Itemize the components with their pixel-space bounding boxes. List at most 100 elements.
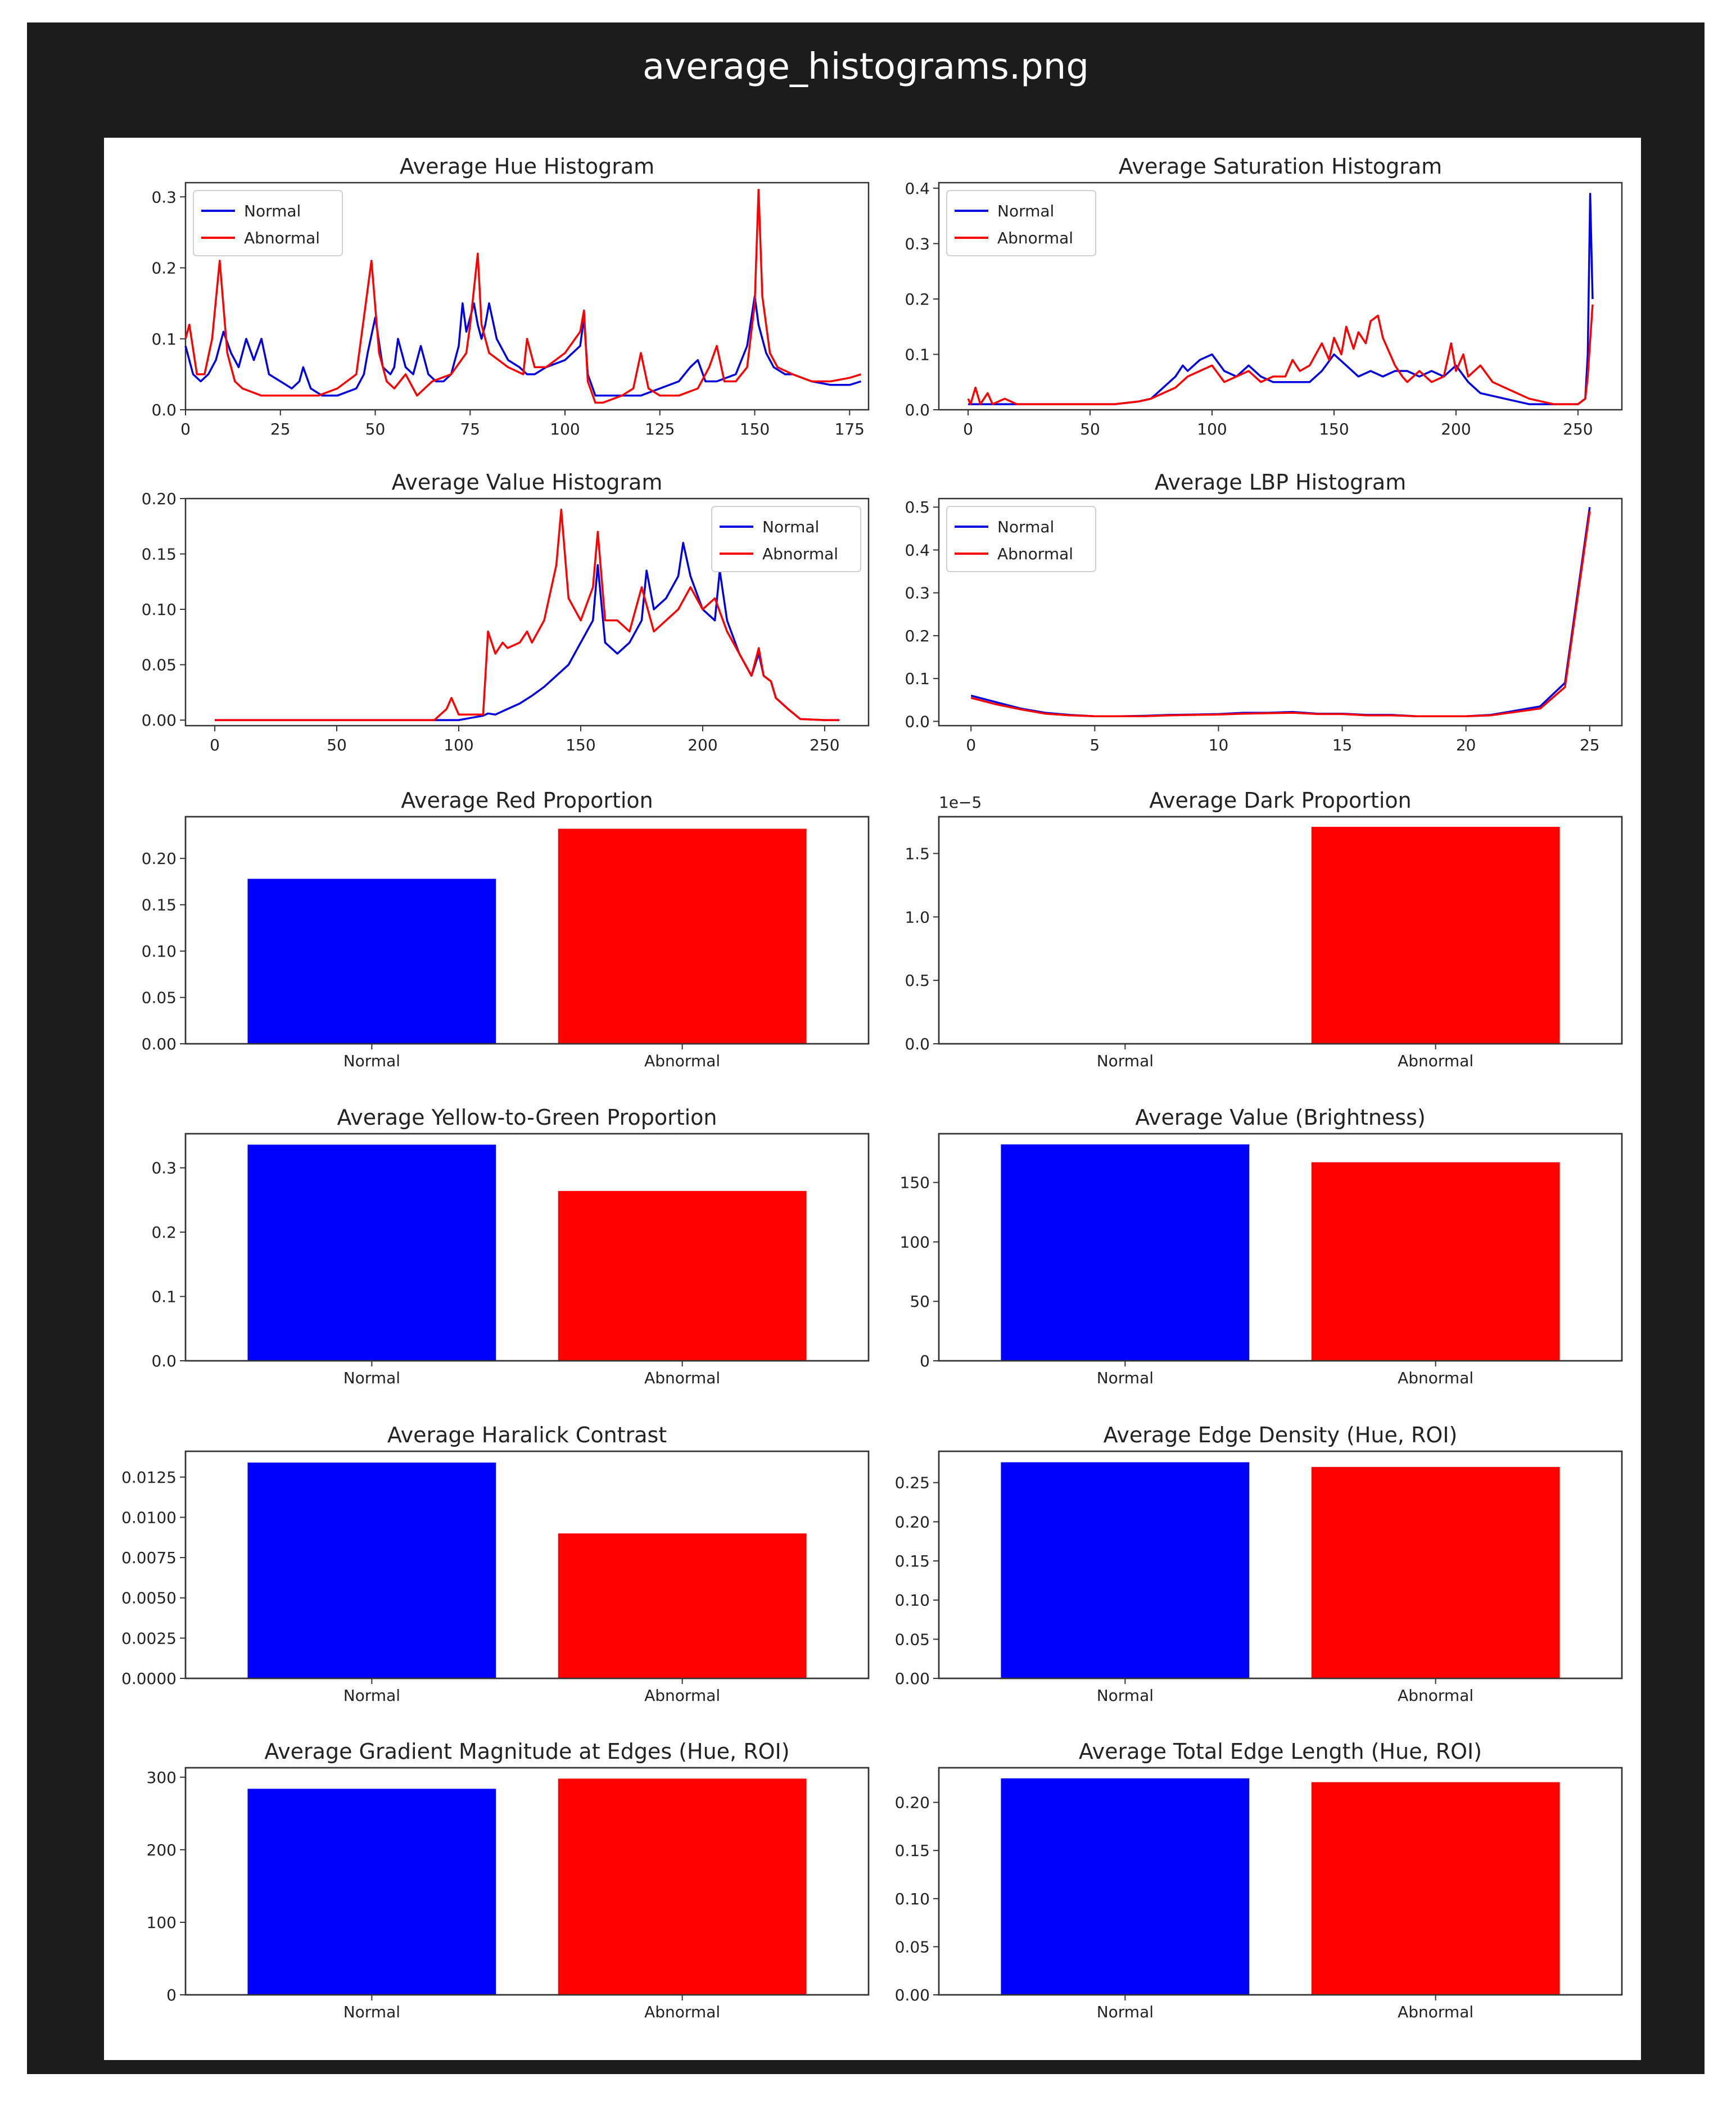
x-tick-label: 150 xyxy=(566,736,595,754)
y-tick-label: 0.0075 xyxy=(121,1549,177,1567)
x-tick-label: 150 xyxy=(740,420,770,438)
bar-normal xyxy=(247,1144,496,1361)
y-tick-label: 0.1 xyxy=(151,1288,177,1306)
legend: Normal Abnormal xyxy=(946,190,1096,256)
chart-6: Average Dark Proportion 0.0 0.5 1.0 1.5 1e−5 N… xyxy=(905,788,1623,1070)
chart-2: Average Saturation Histogram 0.0 0.1 0.2 0.3… xyxy=(905,154,1623,438)
bar-abnormal xyxy=(1311,1162,1560,1361)
y-tick-label: 0.20 xyxy=(142,490,177,508)
chart-title: Average Hue Histogram xyxy=(400,154,654,179)
series-line-normal xyxy=(968,192,1594,405)
bar-normal xyxy=(1001,1778,1250,1995)
x-tick-label: Abnormal xyxy=(644,2003,720,2021)
y-tick-label: 300 xyxy=(147,1768,177,1787)
x-tick-label: 0 xyxy=(210,736,220,754)
y-tick-label: 0.10 xyxy=(142,600,177,619)
x-tick-label: Abnormal xyxy=(644,1369,720,1387)
y-tick-label: 0.10 xyxy=(895,1591,930,1610)
y-tick-label: 0.0 xyxy=(151,401,177,419)
x-tick-label: 25 xyxy=(270,420,291,438)
axes-frame-overlay xyxy=(938,1767,1623,1996)
y-offset-label: 1e−5 xyxy=(939,793,982,812)
x-tick-label: 250 xyxy=(810,736,839,754)
x-tick-label: 125 xyxy=(645,420,675,438)
y-tick-label: 0.20 xyxy=(895,1794,930,1812)
x-tick-label: 0 xyxy=(966,736,976,754)
chart-title: Average Dark Proportion xyxy=(1149,788,1411,813)
legend-label-abnormal: Abnormal xyxy=(762,545,838,563)
y-tick-label: 0 xyxy=(166,1986,177,2004)
series-line-abnormal xyxy=(967,304,1594,405)
x-tick-label: 50 xyxy=(1080,420,1100,438)
y-tick-label: 0.0 xyxy=(905,1035,930,1053)
chart-1: Average Hue Histogram 0.0 0.1 0.2 0.3 0 25 50 75… xyxy=(151,154,870,438)
legend: Normal Abnormal xyxy=(711,506,861,572)
y-tick-label: 0.4 xyxy=(905,541,930,559)
y-tick-label: 0.25 xyxy=(895,1474,930,1492)
x-tick-label: Abnormal xyxy=(1398,1369,1473,1387)
axes-frame-overlay xyxy=(184,1450,870,1680)
axes-frame-overlay xyxy=(938,1450,1623,1680)
x-tick-label: 250 xyxy=(1563,420,1593,438)
y-tick-label: 50 xyxy=(910,1292,930,1311)
charts-canvas: Average Hue Histogram 0.0 0.1 0.2 0.3 0 25 50 75… xyxy=(121,154,1623,2021)
x-tick-label: Normal xyxy=(1097,1686,1154,1705)
y-tick-label: 0.00 xyxy=(895,1669,930,1688)
chart-title: Average Gradient Magnitude at Edges (Hue… xyxy=(264,1739,789,1764)
legend-label-abnormal: Abnormal xyxy=(997,229,1073,247)
chart-3: Average Value Histogram 0.00 0.05 0.10 0.15 0… xyxy=(142,470,870,754)
y-tick-label: 0.05 xyxy=(895,1630,930,1649)
series-line-abnormal xyxy=(970,511,1591,717)
chart-11: Average Gradient Magnitude at Edges (Hue… xyxy=(147,1739,870,2021)
x-tick-label: 75 xyxy=(460,420,480,438)
legend-label-normal: Normal xyxy=(244,202,301,220)
bar-abnormal xyxy=(558,1190,807,1361)
y-tick-label: 0.05 xyxy=(142,656,177,674)
x-tick-label: Normal xyxy=(1097,1369,1154,1387)
y-tick-label: 0.2 xyxy=(151,259,177,278)
y-tick-label: 0.0050 xyxy=(121,1589,177,1608)
axes-frame-overlay xyxy=(938,1133,1623,1362)
chart-title: Average Edge Density (Hue, ROI) xyxy=(1104,1423,1458,1447)
bar-normal xyxy=(1001,1462,1250,1678)
axes-frame-overlay xyxy=(184,1767,870,1996)
y-tick-label: 150 xyxy=(900,1174,930,1192)
y-tick-label: 0.15 xyxy=(895,1552,930,1570)
bar-abnormal xyxy=(558,1533,807,1678)
y-tick-label: 0.4 xyxy=(905,179,930,198)
x-tick-label: 25 xyxy=(1580,736,1600,754)
y-tick-label: 0.00 xyxy=(895,1986,930,2004)
legend-label-abnormal: Abnormal xyxy=(997,545,1073,563)
x-tick-label: Normal xyxy=(343,1369,400,1387)
x-tick-label: 20 xyxy=(1456,736,1476,754)
chart-title: Average Haralick Contrast xyxy=(387,1423,667,1447)
y-tick-label: 200 xyxy=(147,1841,177,1859)
legend-label-normal: Normal xyxy=(997,518,1054,536)
y-tick-label: 0.0125 xyxy=(121,1468,177,1487)
y-tick-label: 0.2 xyxy=(905,290,930,309)
series-line-abnormal xyxy=(184,188,862,404)
y-tick-label: 0.0100 xyxy=(121,1508,177,1527)
y-tick-label: 0.5 xyxy=(905,971,930,990)
y-tick-label: 0.0 xyxy=(151,1352,177,1370)
chart-8: Average Value (Brightness) 0 50 100 150 Norma… xyxy=(900,1105,1623,1387)
y-tick-label: 1.0 xyxy=(905,908,930,926)
y-tick-label: 0.10 xyxy=(895,1890,930,1908)
x-tick-label: Normal xyxy=(343,1052,400,1070)
legend: Normal Abnormal xyxy=(946,506,1096,572)
x-tick-label: Normal xyxy=(1097,2003,1154,2021)
x-tick-label: Normal xyxy=(343,1686,400,1705)
legend: Normal Abnormal xyxy=(193,190,343,256)
y-tick-label: 100 xyxy=(900,1233,930,1251)
bar-normal xyxy=(247,879,496,1044)
chart-5: Average Red Proportion 0.00 0.05 0.10 0.15 0.… xyxy=(142,788,870,1070)
y-tick-label: 0.0025 xyxy=(121,1629,177,1647)
y-tick-label: 0.20 xyxy=(142,849,177,868)
bar-normal xyxy=(247,1789,496,1995)
x-tick-label: Abnormal xyxy=(644,1052,720,1070)
y-tick-label: 0.0 xyxy=(905,401,930,419)
y-tick-label: 0.3 xyxy=(905,584,930,603)
y-tick-label: 0.2 xyxy=(151,1223,177,1242)
y-tick-label: 0.0 xyxy=(905,712,930,731)
y-tick-label: 0.15 xyxy=(895,1841,930,1860)
